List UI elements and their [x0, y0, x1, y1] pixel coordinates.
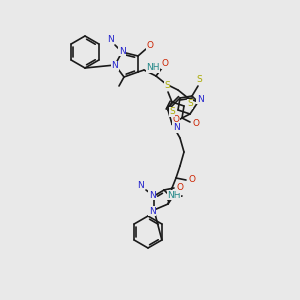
Text: O: O — [193, 118, 200, 127]
Text: S: S — [196, 76, 202, 85]
Text: S: S — [187, 100, 193, 109]
Text: N: N — [148, 206, 155, 215]
Text: N: N — [112, 61, 118, 70]
Text: S: S — [164, 82, 170, 91]
Text: N: N — [118, 46, 125, 56]
Text: N: N — [196, 94, 203, 103]
Text: N: N — [172, 124, 179, 133]
Text: O: O — [161, 59, 169, 68]
Text: NH: NH — [146, 64, 160, 73]
Text: O: O — [172, 115, 179, 124]
Text: O: O — [176, 184, 184, 193]
Text: O: O — [146, 40, 154, 50]
Text: S: S — [169, 107, 175, 116]
Text: N: N — [148, 190, 155, 200]
Text: N: N — [136, 182, 143, 190]
Text: N: N — [106, 35, 113, 44]
Text: NH: NH — [167, 190, 181, 200]
Text: O: O — [188, 176, 196, 184]
